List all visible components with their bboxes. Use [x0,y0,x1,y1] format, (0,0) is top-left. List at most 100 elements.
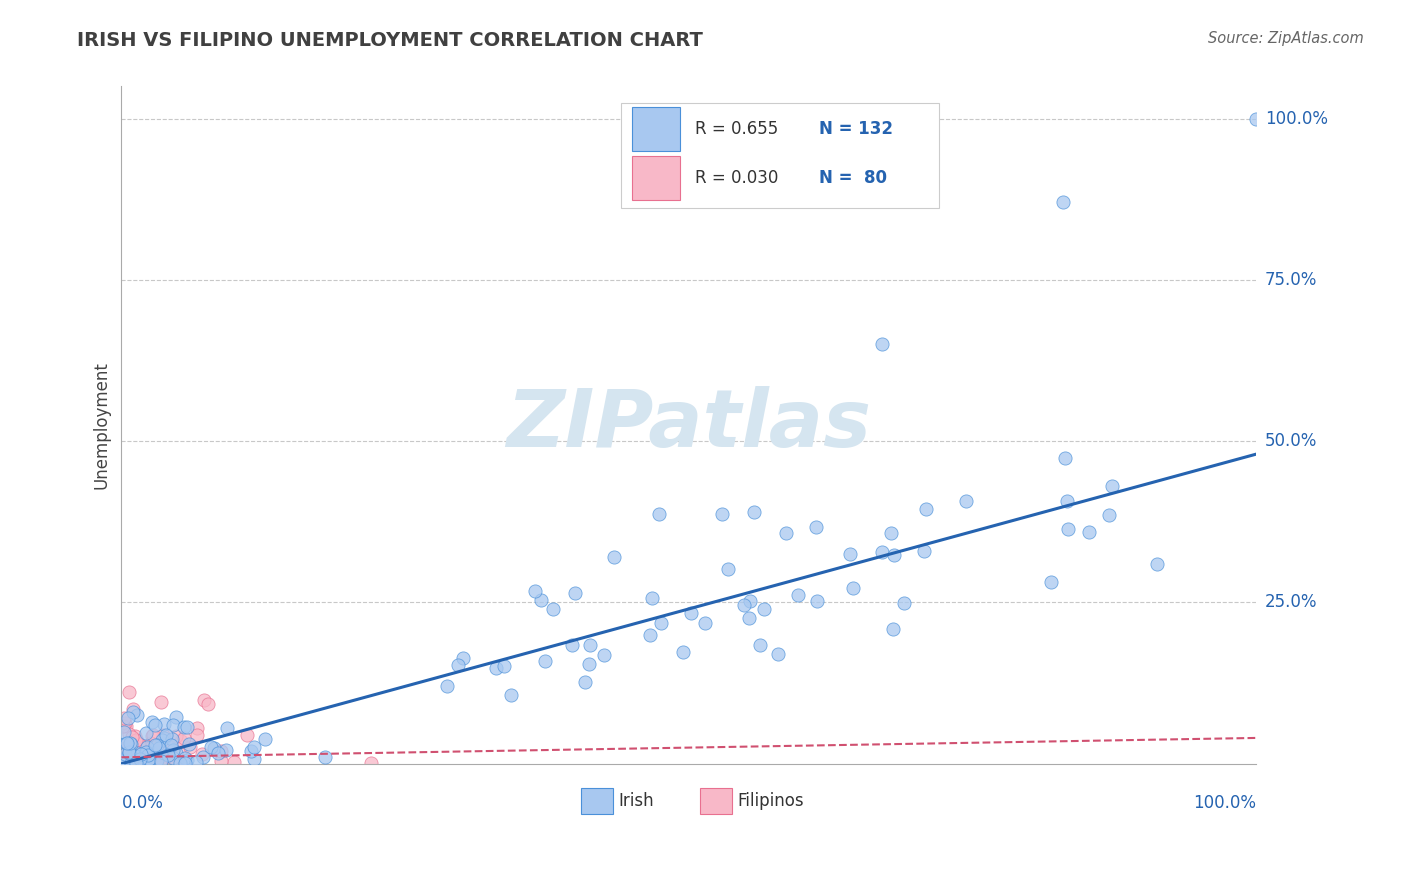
Point [149,756,172,770]
Point [118,745,141,759]
Point [111,752,134,766]
Point [118,746,141,760]
Point [117,742,139,756]
Point [193,692,215,706]
Point [135,739,157,754]
Point [787,589,810,603]
Point [124,739,146,753]
Point [170,734,193,748]
FancyBboxPatch shape [633,156,681,200]
Point [149,695,172,709]
Point [541,601,564,615]
FancyBboxPatch shape [621,103,939,209]
Text: 100.0%: 100.0% [1194,794,1257,813]
Point [111,746,134,760]
Point [561,639,583,653]
Point [638,628,661,642]
Point [870,337,893,351]
Point [121,737,143,751]
Point [125,734,148,748]
Point [162,742,184,756]
Point [222,755,245,769]
Point [752,602,775,616]
Text: Source: ZipAtlas.com: Source: ZipAtlas.com [1208,31,1364,46]
Point [165,729,187,743]
Point [111,753,134,767]
Point [132,744,155,758]
Point [593,648,616,662]
Point [173,720,195,734]
Point [141,714,163,729]
Point [191,749,214,764]
Point [114,741,136,756]
Point [121,756,143,770]
Point [111,719,134,733]
Point [1246,112,1268,126]
Point [1146,557,1168,571]
Point [485,660,508,674]
Point [117,750,139,764]
Point [159,738,181,752]
Point [564,586,586,600]
Point [215,743,238,757]
Point [672,645,695,659]
Point [122,705,145,719]
Point [693,615,716,630]
Point [243,752,266,766]
Point [1053,450,1076,465]
Point [150,733,173,747]
Point [314,750,336,764]
Point [533,654,555,668]
Point [647,507,669,521]
Point [893,596,915,610]
Point [136,756,159,770]
FancyBboxPatch shape [633,107,681,151]
Point [160,732,183,747]
Point [186,755,208,769]
Point [200,739,222,754]
Point [152,717,174,731]
Point [150,752,173,766]
Point [118,727,141,741]
Point [179,740,201,755]
Point [174,751,197,765]
Point [134,755,156,769]
Point [738,610,761,624]
Point [112,711,135,725]
Point [134,741,156,756]
Point [139,745,162,759]
Point [146,753,169,767]
Point [153,746,176,760]
Point [186,728,208,742]
Point [738,594,761,608]
Point [121,756,143,770]
Point [128,737,150,751]
Point [125,733,148,747]
Text: Irish: Irish [619,792,654,810]
Point [111,756,134,770]
Point [578,639,600,653]
Point [914,502,936,516]
Point [118,736,141,750]
Point [150,754,173,768]
Point [135,751,157,765]
Point [202,740,225,755]
Point [115,736,138,750]
Point [136,747,159,762]
Point [806,593,828,607]
Point [1052,195,1074,210]
Point [165,753,187,767]
Point [179,737,201,751]
Text: IRISH VS FILIPINO UNEMPLOYMENT CORRELATION CHART: IRISH VS FILIPINO UNEMPLOYMENT CORRELATI… [77,31,703,50]
Point [114,715,136,730]
Point [120,737,142,751]
Point [1078,524,1101,539]
Point [143,718,166,732]
Point [120,756,142,770]
Point [148,741,170,756]
Point [717,562,740,576]
Point [128,739,150,754]
Point [574,674,596,689]
Point [125,739,148,753]
Point [1098,508,1121,522]
